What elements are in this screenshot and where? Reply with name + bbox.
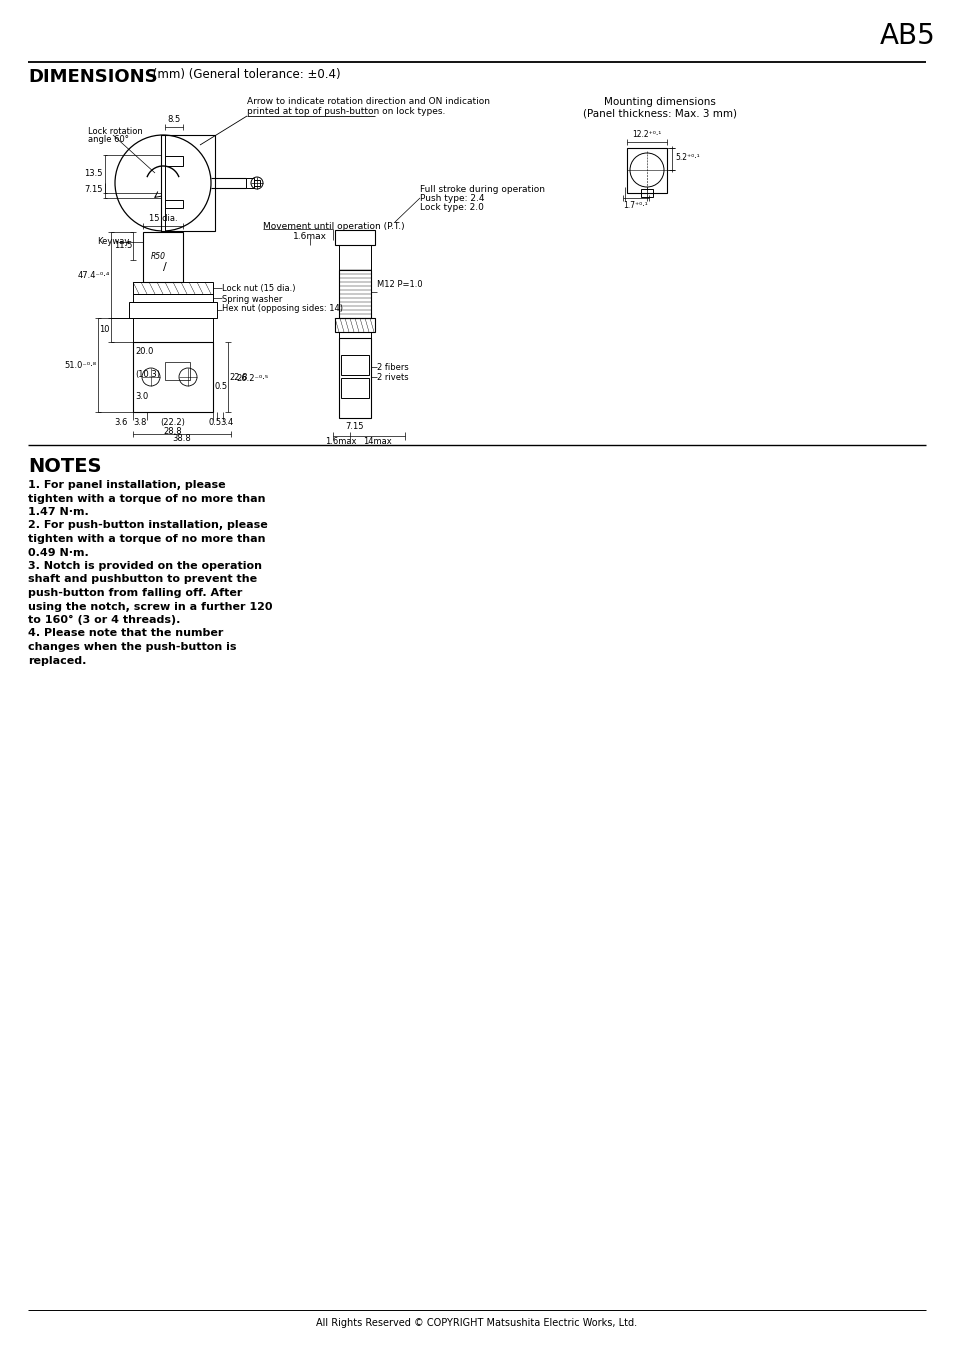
Text: 51.0⁻⁰⋅⁸: 51.0⁻⁰⋅⁸ [65, 361, 97, 370]
Text: 15 dia.: 15 dia. [149, 213, 177, 223]
Text: 1.47 N·m.: 1.47 N·m. [28, 507, 89, 517]
Text: R50: R50 [151, 253, 166, 261]
Bar [340, 378, 369, 399]
Text: M12 P=1.0: M12 P=1.0 [376, 280, 422, 289]
Text: 2 rivets: 2 rivets [376, 373, 408, 382]
Text: 1.6max: 1.6max [325, 436, 356, 446]
Text: push-button from falling off. After: push-button from falling off. After [28, 588, 242, 598]
Bar [129, 303, 216, 317]
Text: /: / [163, 262, 167, 272]
Text: 2 fibers: 2 fibers [376, 363, 408, 372]
Bar [132, 317, 213, 342]
Text: 4. Please note that the number: 4. Please note that the number [28, 628, 223, 639]
Bar [246, 178, 253, 188]
Text: 28.8: 28.8 [164, 427, 182, 436]
Text: 26.2⁻⁰⋅⁵: 26.2⁻⁰⋅⁵ [235, 374, 268, 382]
Bar [340, 355, 369, 376]
Text: angle 60°: angle 60° [88, 135, 129, 145]
Bar [165, 200, 183, 208]
Text: 22.8: 22.8 [229, 373, 247, 382]
Text: 3.8: 3.8 [133, 417, 147, 427]
Text: 0.49 N·m.: 0.49 N·m. [28, 547, 89, 558]
Text: to 160° (3 or 4 threads).: to 160° (3 or 4 threads). [28, 615, 180, 626]
Bar [165, 362, 190, 380]
Text: 47.4⁻⁰⋅⁴: 47.4⁻⁰⋅⁴ [77, 270, 110, 280]
Bar [253, 180, 260, 186]
Text: Movement until operation (P.T.): Movement until operation (P.T.) [263, 222, 404, 231]
Text: NOTES: NOTES [28, 457, 101, 476]
Text: shaft and pushbutton to prevent the: shaft and pushbutton to prevent the [28, 574, 257, 585]
Text: (mm) (General tolerance: ±0.4): (mm) (General tolerance: ±0.4) [149, 68, 340, 81]
Bar [338, 338, 371, 417]
Text: 10: 10 [99, 326, 110, 335]
Text: Hex nut (opposing sides: 14): Hex nut (opposing sides: 14) [222, 304, 343, 313]
Text: 7.15: 7.15 [85, 185, 103, 195]
Text: Lock type: 2.0: Lock type: 2.0 [419, 203, 483, 212]
Text: Lock rotation: Lock rotation [88, 127, 143, 136]
Text: 8.5: 8.5 [167, 115, 180, 124]
Text: 3.4: 3.4 [220, 417, 233, 427]
Text: 7.15: 7.15 [345, 422, 363, 431]
Text: replaced.: replaced. [28, 655, 87, 666]
Text: changes when the push-button is: changes when the push-button is [28, 642, 236, 653]
Bar [165, 155, 183, 166]
Text: 20.0: 20.0 [135, 347, 153, 357]
Text: Push type: 2.4: Push type: 2.4 [419, 195, 484, 203]
Bar [338, 270, 371, 317]
Text: 38.8: 38.8 [172, 434, 192, 443]
Text: 12.2⁺⁰⋅¹: 12.2⁺⁰⋅¹ [632, 130, 661, 139]
Text: (10.3): (10.3) [135, 370, 160, 380]
Text: printed at top of push-button on lock types.: printed at top of push-button on lock ty… [247, 107, 445, 116]
Bar [132, 282, 213, 295]
Bar [626, 149, 666, 193]
Bar [213, 342, 234, 412]
Text: AB5: AB5 [879, 22, 935, 50]
Text: 3. Notch is provided on the operation: 3. Notch is provided on the operation [28, 561, 262, 571]
Text: All Rights Reserved © COPYRIGHT Matsushita Electric Works, Ltd.: All Rights Reserved © COPYRIGHT Matsushi… [316, 1319, 637, 1328]
Text: 2. For push-button installation, please: 2. For push-button installation, please [28, 520, 268, 531]
Bar [338, 332, 371, 338]
Text: DIMENSIONS: DIMENSIONS [28, 68, 157, 86]
Text: tighten with a torque of no more than: tighten with a torque of no more than [28, 493, 265, 504]
Bar [143, 232, 183, 282]
Text: 3.6: 3.6 [114, 417, 128, 427]
Bar [161, 135, 165, 231]
Text: Arrow to indicate rotation direction and ON indication: Arrow to indicate rotation direction and… [247, 97, 490, 105]
Text: 3.0: 3.0 [135, 392, 148, 401]
Text: Full stroke during operation: Full stroke during operation [419, 185, 544, 195]
Bar [335, 230, 375, 245]
Bar [132, 342, 213, 412]
Bar [640, 189, 652, 197]
Bar [161, 135, 214, 231]
Bar [132, 295, 213, 303]
Bar [338, 245, 371, 270]
Text: using the notch, screw in a further 120: using the notch, screw in a further 120 [28, 601, 273, 612]
Text: Keyway: Keyway [97, 236, 130, 246]
Text: (22.2): (22.2) [160, 417, 185, 427]
Bar [335, 317, 375, 332]
Text: 1. For panel installation, please: 1. For panel installation, please [28, 480, 226, 490]
Text: 5.2⁺⁰⋅¹: 5.2⁺⁰⋅¹ [675, 154, 699, 162]
Text: tighten with a torque of no more than: tighten with a torque of no more than [28, 534, 265, 544]
Text: 0.5: 0.5 [208, 417, 221, 427]
Text: 11.5: 11.5 [113, 242, 132, 250]
Text: Spring washer: Spring washer [222, 295, 282, 304]
Text: (Panel thickness: Max. 3 mm): (Panel thickness: Max. 3 mm) [582, 109, 737, 119]
Text: 1.6max: 1.6max [293, 232, 327, 240]
Text: Mounting dimensions: Mounting dimensions [603, 97, 715, 107]
Text: 0.5: 0.5 [214, 382, 228, 390]
Text: 14max: 14max [362, 436, 391, 446]
Text: Lock nut (15 dia.): Lock nut (15 dia.) [222, 284, 295, 293]
Text: 1.7⁺⁰⋅¹: 1.7⁺⁰⋅¹ [623, 201, 648, 209]
Text: 13.5: 13.5 [85, 169, 103, 178]
